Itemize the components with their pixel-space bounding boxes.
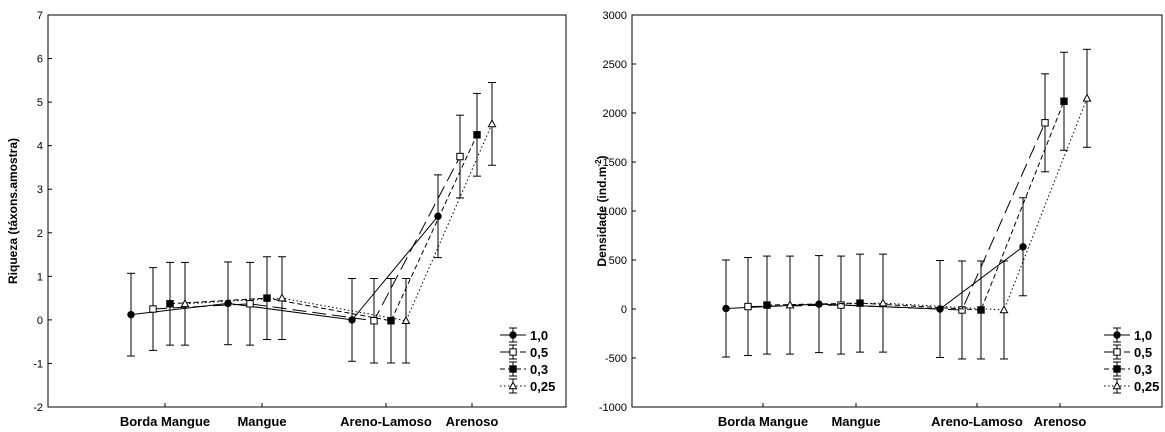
series-0,5 bbox=[744, 73, 1049, 360]
series-line bbox=[789, 98, 1088, 311]
y-tick-label: 0 bbox=[37, 315, 43, 327]
legend-label: 0,5 bbox=[530, 345, 548, 360]
data-point bbox=[263, 294, 271, 302]
legend: 1,0 0,5 0,3 0,25 bbox=[1104, 327, 1159, 394]
series-line bbox=[130, 215, 439, 321]
data-point bbox=[999, 305, 1009, 314]
y-tick-label: 3000 bbox=[603, 10, 627, 22]
plot-frame bbox=[631, 14, 1163, 408]
series-1,0 bbox=[127, 174, 442, 362]
legend-marker bbox=[509, 348, 517, 356]
x-tick-label: Mangue bbox=[237, 414, 286, 429]
plot-frame bbox=[47, 14, 567, 408]
x-tick-label: Borda Mangue bbox=[718, 414, 808, 429]
x-tick-label: Arenoso bbox=[1034, 414, 1087, 429]
legend-label: 1,0 bbox=[1134, 328, 1152, 343]
y-tick-label: 2000 bbox=[603, 108, 627, 120]
data-point bbox=[487, 119, 497, 128]
data-point bbox=[785, 300, 795, 309]
y-tick-label: 6 bbox=[37, 54, 43, 66]
y-tick-label: 500 bbox=[609, 255, 627, 267]
data-point bbox=[246, 300, 254, 308]
series-line bbox=[766, 101, 1065, 311]
data-point bbox=[1019, 243, 1027, 251]
legend-marker bbox=[1113, 365, 1121, 373]
y-tick-label: 1500 bbox=[603, 157, 627, 169]
x-tick-label: Arenoso bbox=[446, 414, 499, 429]
data-point bbox=[977, 306, 985, 314]
y-tick-label: -1 bbox=[33, 358, 43, 370]
legend-marker bbox=[509, 365, 517, 373]
chart-2: 3000 2500 2000 1500 1000 500 0 -500 -1000 Borda M… bbox=[594, 10, 1163, 429]
y-tick-label: -500 bbox=[605, 353, 627, 365]
data-point bbox=[1060, 97, 1068, 105]
data-point bbox=[456, 152, 464, 161]
y-axis-label: Densidade (ind.m-2) bbox=[594, 155, 609, 266]
data-point bbox=[1041, 119, 1049, 127]
y-tick-label: 2 bbox=[37, 228, 43, 240]
data-point bbox=[127, 310, 135, 319]
data-point bbox=[166, 300, 174, 308]
legend: 1,0 0,5 0,3 0,25 bbox=[500, 327, 555, 394]
series-0,3 bbox=[166, 92, 481, 364]
data-point bbox=[370, 317, 378, 325]
data-point bbox=[473, 131, 481, 139]
y-tick-label: 1 bbox=[37, 271, 43, 283]
legend-marker bbox=[509, 331, 517, 339]
y-axis-label: Riqueza (táxons.amostra) bbox=[6, 138, 20, 284]
data-point bbox=[763, 301, 771, 309]
y-tick-label: 3 bbox=[37, 184, 43, 196]
x-tick-label: Areno-Lamoso bbox=[931, 414, 1023, 429]
series-0,5 bbox=[149, 114, 464, 364]
x-tick-label: Areno-Lamoso bbox=[340, 414, 432, 429]
data-point bbox=[180, 298, 190, 308]
legend-marker bbox=[1113, 348, 1121, 356]
data-point bbox=[401, 315, 411, 325]
y-tick-label: -2 bbox=[33, 402, 43, 414]
y-tick-label: 4 bbox=[37, 141, 43, 153]
legend-marker bbox=[1112, 381, 1122, 390]
data-point bbox=[277, 293, 287, 302]
data-point bbox=[958, 306, 966, 314]
y-tick-label: -1000 bbox=[599, 402, 627, 414]
legend-label: 0,5 bbox=[1134, 345, 1152, 360]
series-line bbox=[184, 123, 493, 322]
data-point bbox=[837, 301, 845, 309]
data-point bbox=[387, 317, 395, 325]
y-tick-label: 1000 bbox=[603, 206, 627, 218]
data-point bbox=[149, 305, 157, 313]
series-line bbox=[152, 156, 461, 322]
legend-marker bbox=[1113, 331, 1121, 339]
x-tick-label: Mangue bbox=[831, 414, 880, 429]
x-tick-label: Borda Mangue bbox=[120, 414, 210, 429]
legend-label: 0,3 bbox=[530, 362, 548, 377]
chart-1: 7 6 5 4 3 2 1 0 -1 -2 Borda Mangue Mangue Areno-Lamo… bbox=[6, 10, 567, 429]
data-point bbox=[744, 302, 752, 311]
series-0,25 bbox=[180, 82, 497, 364]
series-0,3 bbox=[763, 51, 1068, 360]
series-line bbox=[169, 134, 478, 322]
y-tick-label: 2500 bbox=[603, 59, 627, 71]
data-point bbox=[1082, 93, 1092, 102]
legend-label: 1,0 bbox=[530, 328, 548, 343]
series-0,25 bbox=[785, 48, 1092, 360]
y-tick-label: 7 bbox=[37, 10, 43, 22]
legend-label: 0,3 bbox=[1134, 362, 1152, 377]
data-point bbox=[722, 304, 730, 313]
legend-marker bbox=[508, 381, 518, 390]
y-tick-label: 0 bbox=[621, 304, 627, 316]
series-line bbox=[747, 122, 1046, 311]
legend-label: 0,25 bbox=[1134, 379, 1159, 394]
data-point bbox=[878, 298, 888, 307]
legend-label: 0,25 bbox=[530, 379, 555, 394]
y-tick-label: 5 bbox=[37, 97, 43, 109]
